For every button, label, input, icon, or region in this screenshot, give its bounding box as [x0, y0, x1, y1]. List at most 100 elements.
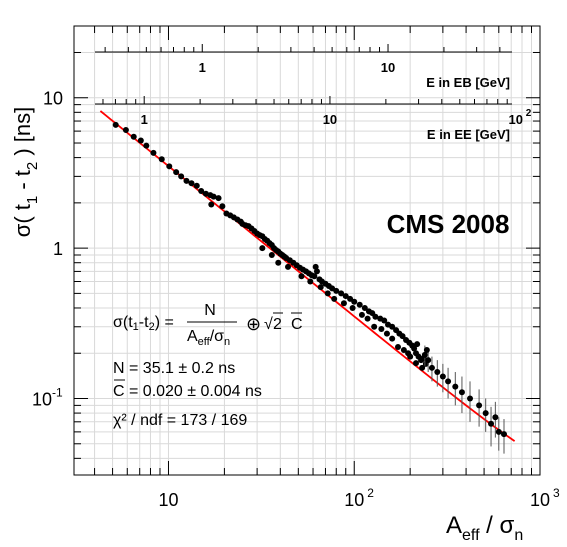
data-point [412, 360, 419, 367]
data-marker [173, 169, 180, 176]
data-point [389, 335, 396, 342]
energy-axis-title: E in EE [GeV] [427, 127, 510, 142]
data-point [150, 149, 157, 156]
data-marker [311, 273, 318, 280]
data-point [349, 304, 356, 311]
data-point [259, 245, 266, 252]
data-marker [407, 353, 414, 360]
y-tick-label-exp: -1 [52, 386, 63, 400]
fit-chi2-label: χ² / ndf = 173 / 169 [113, 412, 247, 429]
data-marker [378, 325, 385, 332]
x-tick-label-exp: 3 [553, 486, 560, 500]
data-point [400, 347, 407, 354]
data-point [452, 372, 459, 406]
data-marker [364, 315, 371, 322]
svg-text:σ(t1-t2) =: σ(t1-t2) = [113, 314, 174, 333]
secondary-axes: 1 10 E in EB [GeV] 1 10 10 2 E in EE [GeV] [95, 44, 532, 142]
data-point [414, 341, 421, 348]
data-point [313, 268, 320, 275]
data-point [311, 273, 318, 280]
data-point [488, 406, 495, 447]
data-point [317, 284, 324, 291]
data-point [358, 311, 365, 318]
data-point [210, 193, 217, 200]
data-point [166, 163, 173, 170]
data-marker [188, 180, 195, 187]
data-point [351, 298, 358, 305]
svg-text:N: N [204, 302, 216, 319]
data-marker [324, 290, 331, 297]
y-tick-label: 10 [32, 390, 52, 410]
data-point [307, 278, 314, 285]
data-marker [434, 369, 441, 376]
data-point [356, 301, 363, 308]
data-points [112, 121, 507, 454]
data-point [394, 344, 401, 351]
data-point [425, 350, 432, 373]
data-point [285, 263, 292, 270]
data-marker [275, 259, 282, 266]
data-marker [208, 201, 215, 208]
data-marker [361, 304, 368, 311]
data-marker [349, 304, 356, 311]
data-marker [458, 389, 465, 396]
grid [74, 25, 540, 475]
data-marker [394, 344, 401, 351]
data-marker [399, 333, 406, 340]
data-marker [210, 193, 217, 200]
fit-c-label: C = 0.020 ± 0.004 ns [113, 383, 262, 400]
x-tick-label: 10 [344, 490, 364, 510]
data-point [130, 133, 137, 140]
fit-n-label: N = 35.1 ± 0.2 ns [113, 360, 235, 377]
data-point [112, 121, 119, 128]
energy-axis-tick-label: 1 [199, 60, 206, 75]
data-point [389, 323, 396, 330]
data-marker [389, 335, 396, 342]
data-marker [193, 182, 200, 189]
data-marker [338, 290, 345, 297]
data-point [378, 325, 385, 332]
fit-formula: σ(t1-t2) = N Aeff/σn ⊕ √ 2 C [113, 302, 303, 348]
data-point [193, 182, 200, 189]
data-marker [419, 364, 426, 371]
energy-axis-tick-label: 10 [508, 112, 522, 127]
data-point [383, 330, 390, 337]
data-point [215, 195, 222, 202]
energy-axis-eb: 1 10 E in EB [GeV] [95, 44, 512, 90]
data-marker [421, 351, 428, 358]
data-marker [389, 323, 396, 330]
x-axis-title: Aeff / σn [446, 512, 523, 544]
data-marker [414, 341, 421, 348]
data-point [298, 273, 305, 280]
data-point [331, 295, 338, 302]
data-point [268, 252, 275, 259]
svg-text:⊕: ⊕ [246, 314, 261, 334]
data-point [372, 313, 379, 320]
data-point [476, 389, 483, 427]
data-point [312, 263, 319, 270]
data-point [342, 293, 349, 300]
data-marker [340, 300, 347, 307]
data-marker [358, 311, 365, 318]
data-point [183, 177, 190, 184]
data-point [333, 287, 340, 294]
data-point [445, 367, 452, 399]
data-point [399, 333, 406, 340]
data-point [361, 304, 368, 311]
x-tick-label: 10 [158, 490, 178, 510]
data-point [275, 259, 282, 266]
data-point [219, 203, 226, 210]
data-point [381, 317, 388, 324]
data-point [419, 364, 426, 371]
data-point [338, 290, 345, 297]
energy-axis-ee: 1 10 10 2 E in EE [GeV] [95, 96, 532, 142]
data-marker [452, 383, 459, 390]
energy-axis-tick-label-exp: 2 [526, 108, 532, 119]
data-point [495, 417, 502, 451]
data-marker [400, 347, 407, 354]
svg-text:C: C [291, 316, 303, 333]
data-marker [495, 428, 502, 435]
data-marker [356, 301, 363, 308]
data-point [423, 347, 430, 354]
